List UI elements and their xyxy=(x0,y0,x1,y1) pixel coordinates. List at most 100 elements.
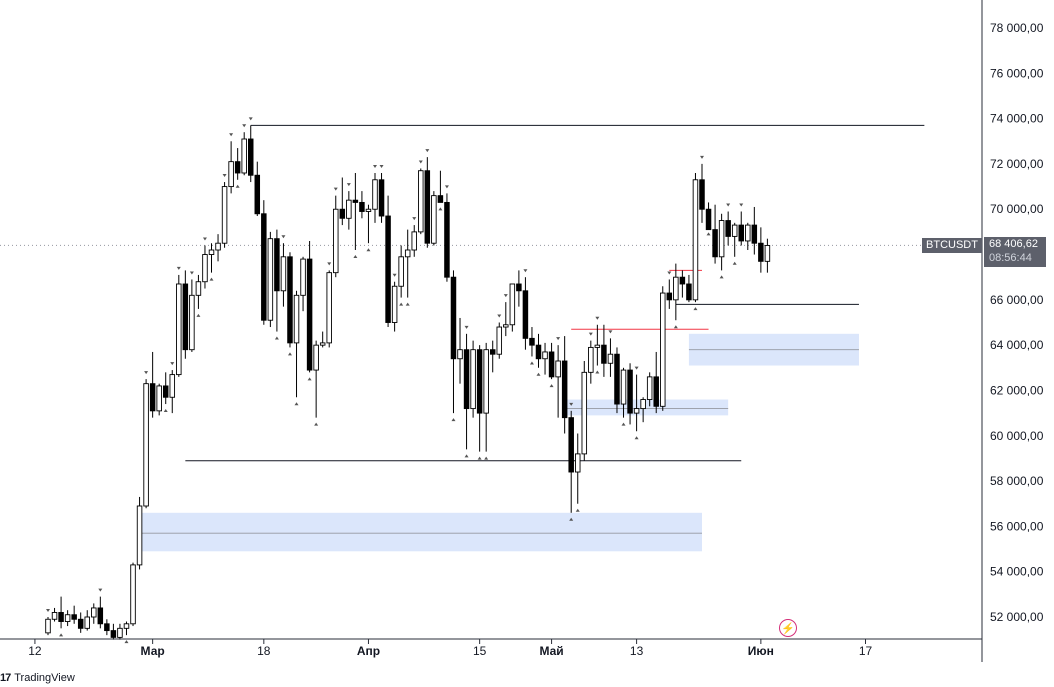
candle-body-72 xyxy=(516,283,522,292)
candle-body-100 xyxy=(699,179,705,210)
price-tick-label-10: 58 000,00 xyxy=(990,474,1044,488)
candle-body-14 xyxy=(136,505,143,566)
candle-body-92 xyxy=(646,376,653,400)
marker-down-64 xyxy=(464,325,469,329)
marker-down-44 xyxy=(333,187,338,191)
marker-up-60 xyxy=(438,207,443,211)
marker-down-90 xyxy=(634,366,639,370)
marker-down-28 xyxy=(229,133,234,137)
marker-down-106 xyxy=(739,203,744,207)
candle-body-71 xyxy=(509,283,516,326)
marker-up-23 xyxy=(196,313,201,317)
candle-body-26 xyxy=(215,242,221,251)
marker-up-38 xyxy=(294,402,299,406)
marker-up-12 xyxy=(124,640,129,644)
tradingview-brand[interactable]: 17 TradingView xyxy=(0,670,75,686)
marker-up-49 xyxy=(366,248,371,252)
candle-body-9 xyxy=(104,623,110,632)
marker-down-84 xyxy=(595,316,600,320)
marker-down-15 xyxy=(144,371,149,375)
candle-body-17 xyxy=(156,385,162,412)
candle-body-95 xyxy=(666,292,673,301)
marker-down-58 xyxy=(425,149,430,153)
marker-up-37 xyxy=(287,352,292,356)
candle-body-3 xyxy=(64,614,71,622)
marker-up-67 xyxy=(484,456,489,460)
candle-body-47 xyxy=(352,199,359,203)
candle-body-88 xyxy=(620,369,627,405)
candle-body-54 xyxy=(398,256,404,287)
marker-down-83 xyxy=(588,332,593,336)
price-tick-label-9: 60 000,00 xyxy=(990,429,1044,443)
candle-body-55 xyxy=(404,249,411,258)
marker-up-62 xyxy=(451,418,456,422)
marker-up-35 xyxy=(274,336,279,340)
time-tick-label-1: Мар xyxy=(141,644,165,658)
candle-body-36 xyxy=(280,256,287,292)
marker-up-103 xyxy=(719,275,724,279)
marker-down-100 xyxy=(700,155,704,159)
candle-body-81 xyxy=(574,453,581,473)
marker-up-40 xyxy=(307,377,312,381)
time-tick-label-7: Июн xyxy=(748,644,774,658)
marker-down-73 xyxy=(523,269,528,273)
candle-body-104 xyxy=(725,220,731,237)
candle-body-80 xyxy=(568,417,574,473)
marker-up-47 xyxy=(353,255,358,259)
candle-body-65 xyxy=(470,349,476,410)
candle-body-85 xyxy=(601,344,607,364)
candle-body-105 xyxy=(731,224,738,237)
price-tick-label-1: 76 000,00 xyxy=(990,66,1044,80)
marker-down-86 xyxy=(608,330,613,334)
flash-icon[interactable]: ⚡ xyxy=(779,619,797,637)
candle-body-75 xyxy=(535,344,542,360)
candle-body-38 xyxy=(293,294,300,344)
candle-body-61 xyxy=(444,201,450,278)
marker-down-51 xyxy=(379,164,384,168)
marker-up-55 xyxy=(405,302,410,306)
marker-up-18 xyxy=(163,409,168,413)
candle-body-37 xyxy=(287,256,293,344)
candle-body-53 xyxy=(391,285,398,323)
candle-body-82 xyxy=(581,371,588,455)
candle-body-89 xyxy=(627,369,633,414)
candle-body-15 xyxy=(143,383,149,507)
marker-up-96 xyxy=(673,325,678,329)
candle-body-40 xyxy=(306,258,313,371)
candle-body-78 xyxy=(555,360,561,378)
marker-down-43 xyxy=(327,262,332,266)
time-axis[interactable]: 12 Мар 18 Апр 15 Май 13 Июн 17 xyxy=(28,639,872,658)
marker-up-90 xyxy=(634,436,639,440)
price-tick-label-7: 64 000,00 xyxy=(990,338,1044,352)
candle-body-86 xyxy=(607,353,614,364)
marker-up-2 xyxy=(59,633,64,637)
price-tick-label-8: 62 000,00 xyxy=(990,383,1044,397)
candle-body-60 xyxy=(437,195,444,203)
brand-label: TradingView xyxy=(14,672,75,684)
candle-body-29 xyxy=(234,161,241,174)
candle-body-49 xyxy=(365,208,372,212)
time-tick-label-2: 18 xyxy=(257,644,271,658)
marker-down-0 xyxy=(46,609,50,612)
candle-body-5 xyxy=(77,618,84,629)
candle-body-98 xyxy=(686,283,692,301)
candle-body-73 xyxy=(522,290,529,339)
price-axis[interactable]: 78 000,00 76 000,00 74 000,00 72 000,00 70 0… xyxy=(990,21,1044,624)
marker-down-31 xyxy=(248,117,253,121)
candle-body-69 xyxy=(496,326,503,355)
time-tick-label-5: Май xyxy=(539,644,563,658)
candle-body-58 xyxy=(424,170,431,244)
marker-down-56 xyxy=(412,217,417,221)
candle-body-41 xyxy=(313,344,319,371)
marker-up-105 xyxy=(732,261,737,265)
candle-body-32 xyxy=(254,174,261,215)
candle-body-90 xyxy=(633,408,640,414)
marker-down-95 xyxy=(667,271,672,275)
candle-body-51 xyxy=(378,179,385,217)
candle-body-45 xyxy=(339,208,346,219)
candle-body-7 xyxy=(91,607,97,618)
candle-body-59 xyxy=(431,195,437,244)
candle-body-6 xyxy=(84,616,90,629)
candle-body-67 xyxy=(483,349,489,414)
